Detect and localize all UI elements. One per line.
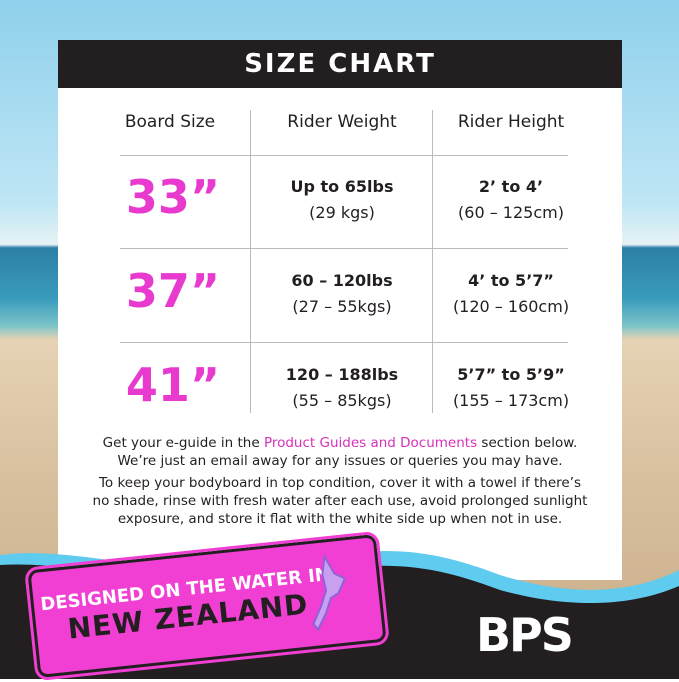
- chart-title: SIZE CHART: [58, 40, 622, 88]
- divider: [250, 110, 251, 413]
- col-header-rider-weight: Rider Weight: [287, 112, 397, 132]
- size-chart-card: SIZE CHART Board Size Rider Weight Rider…: [58, 40, 622, 580]
- rider-height: 2’ to 4’ (60 – 125cm): [458, 177, 564, 222]
- divider: [120, 248, 568, 249]
- bps-logo: BPS: [476, 608, 574, 662]
- divider: [120, 342, 568, 343]
- product-guides-link[interactable]: Product Guides and Documents: [263, 435, 478, 451]
- new-zealand-map-icon: [312, 553, 347, 632]
- rider-height: 5’7” to 5’9” (155 – 173cm): [452, 365, 570, 410]
- new-zealand-stamp: DESIGNED ON THE WATER IN NEW ZEALAND: [24, 530, 390, 682]
- col-header-board-size: Board Size: [124, 112, 216, 132]
- care-note: To keep your bodyboard in top condition,…: [92, 475, 588, 527]
- board-size: 33”: [125, 170, 221, 224]
- rider-weight: 120 – 188lbs (55 – 85kgs): [285, 365, 399, 410]
- divider: [432, 110, 433, 413]
- col-header-rider-height: Rider Height: [457, 112, 565, 132]
- rider-height: 4’ to 5’7” (120 – 160cm): [452, 271, 570, 316]
- rider-weight: 60 – 120lbs (27 – 55kgs): [291, 271, 393, 316]
- board-size: 37”: [125, 264, 221, 318]
- divider: [120, 155, 568, 156]
- rider-weight: Up to 65lbs (29 kgs): [290, 177, 394, 222]
- board-size: 41”: [125, 358, 221, 412]
- eguide-note: Get your e-guide in the Product Guides a…: [102, 435, 578, 469]
